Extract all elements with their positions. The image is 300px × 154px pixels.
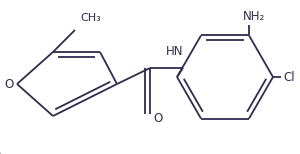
Text: HN: HN: [166, 45, 184, 58]
Text: O: O: [153, 113, 163, 126]
Text: NH₂: NH₂: [243, 10, 265, 23]
Text: O: O: [4, 77, 14, 91]
Text: CH₃: CH₃: [80, 13, 101, 23]
Text: Cl: Cl: [283, 71, 295, 83]
